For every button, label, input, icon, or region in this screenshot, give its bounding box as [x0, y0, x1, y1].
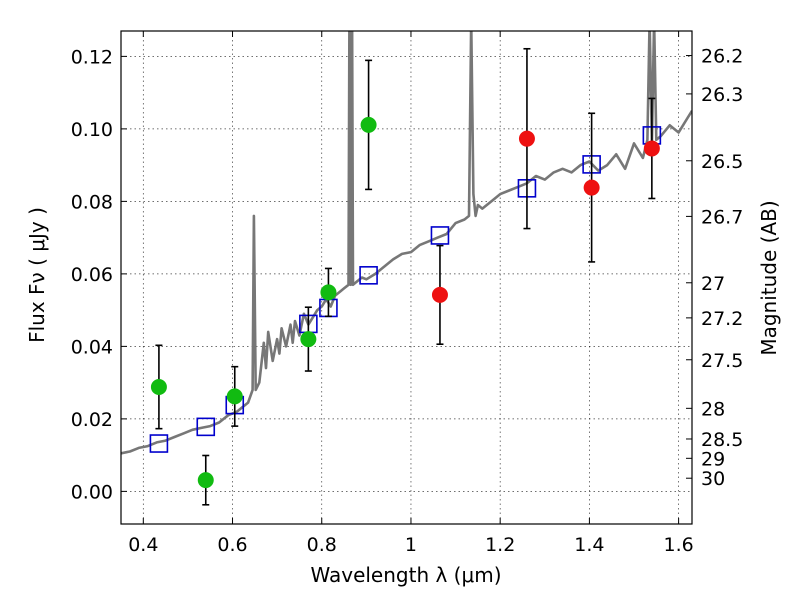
model-photometry-point [149, 434, 169, 453]
mag-tick-label: 29 [701, 448, 725, 470]
mag-tick-label: 26.7 [701, 206, 743, 228]
axis-ticks: 0.4 0.6 0.8 1 1.2 1.4 1.6 0.00 0.02 0.04 0.06 0.08 0… [71, 31, 743, 556]
plot-series [121, 31, 692, 506]
ir-data-point [518, 130, 535, 147]
spectrum-line [121, 31, 692, 455]
clipped-series [121, 31, 692, 506]
mag-tick-label: 30 [701, 468, 725, 490]
x-tick-label: 1.4 [574, 534, 604, 556]
model-photometry-point [196, 417, 216, 437]
mag-tick-label: 26.2 [701, 46, 743, 68]
mag-tick-label: 27.2 [701, 308, 743, 330]
y-tick-label: 0.04 [71, 336, 113, 358]
x-tick-label: 1.6 [664, 534, 694, 556]
y-tick-label: 0.08 [71, 191, 113, 213]
x-axis-label: Wavelength λ (μm) [310, 563, 501, 587]
x-tick-label: 0.6 [217, 534, 247, 556]
x-tick-label: 1 [405, 534, 417, 556]
y-tick-label: 0.00 [71, 481, 113, 503]
hst-data-point [197, 472, 214, 489]
hst-data-point [320, 284, 337, 301]
plot-frame [120, 30, 693, 525]
hst-data-point [226, 388, 243, 405]
hst-data-point [300, 331, 317, 348]
grid-lines [121, 31, 692, 524]
y-tick-label: 0.06 [71, 264, 113, 286]
model-photometry-point [359, 266, 378, 285]
y-tick-label: 0.12 [71, 46, 113, 68]
mag-tick-label: 27.5 [701, 350, 743, 372]
model-photometry-point [430, 226, 450, 245]
mag-tick-label: 28.5 [701, 429, 743, 451]
y-tick-label: 0.10 [71, 119, 113, 141]
hst-data-point [360, 116, 377, 133]
ir-data-point [643, 140, 660, 157]
ir-data-point [431, 286, 448, 303]
y-tick-label: 0.02 [71, 409, 113, 431]
x-tick-label: 0.4 [128, 534, 158, 556]
x-tick-label: 1.2 [485, 534, 515, 556]
x-tick-label: 0.8 [307, 534, 337, 556]
ir-data-point [583, 179, 600, 196]
mag-tick-label: 26.3 [701, 84, 743, 106]
y-axis-label: Flux Fν ( μJy ) [25, 207, 49, 343]
hst-data-point [150, 378, 167, 395]
mag-tick-label: 26.5 [701, 151, 743, 173]
mag-tick-label: 27 [701, 273, 725, 295]
mag-tick-label: 28 [701, 398, 725, 420]
y2-axis-label: Magnitude (AB) [757, 200, 781, 355]
